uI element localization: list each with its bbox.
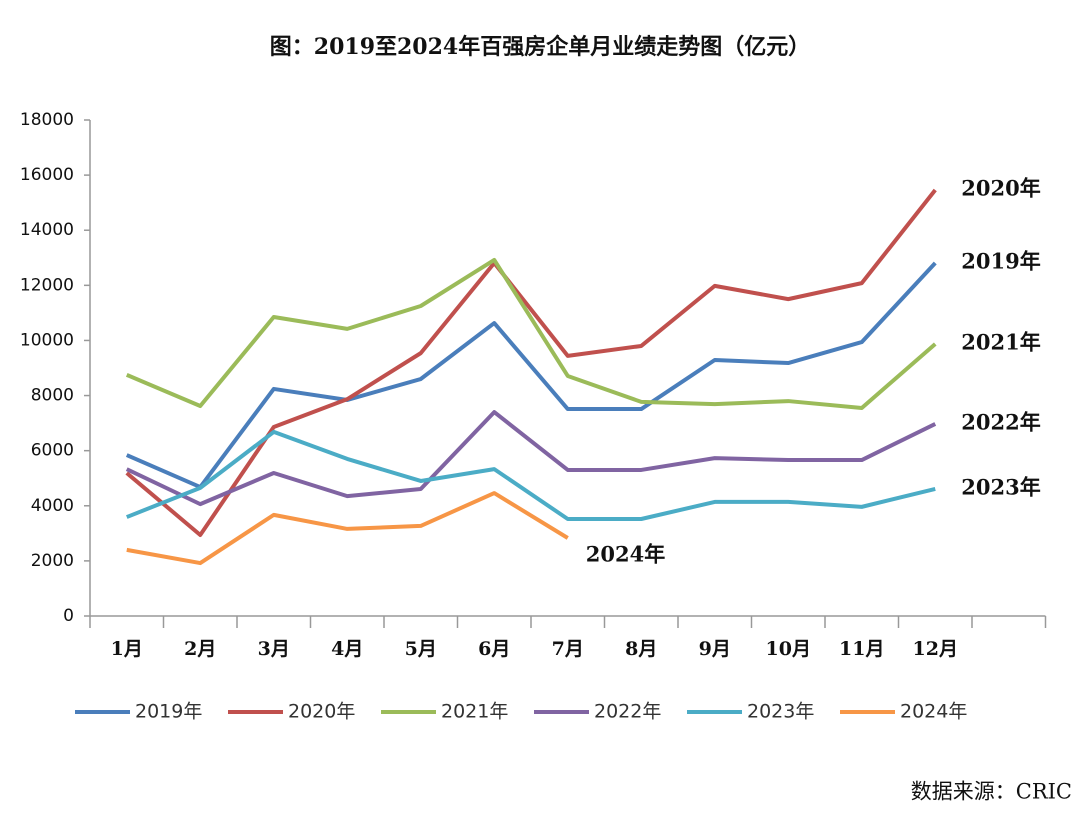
legend-label: 2021年 [441, 701, 508, 723]
x-tick-label: 6月 [478, 638, 510, 660]
x-tick-label: 4月 [331, 638, 363, 660]
chart-title: 图：2019至2024年百强房企单月业绩走势图（亿元） [270, 34, 810, 60]
series-line [125, 257, 937, 410]
x-tick-label: 2月 [184, 638, 216, 660]
y-tick-label: 14000 [20, 220, 74, 240]
series-line [125, 261, 937, 490]
y-tick-label: 0 [63, 606, 74, 626]
y-tick-label: 18000 [20, 110, 74, 130]
x-tick-label: 7月 [552, 638, 584, 660]
legend-label: 2019年 [135, 701, 202, 723]
y-tick-label: 16000 [20, 165, 74, 185]
x-tick-label: 12月 [913, 638, 958, 660]
x-tick-label: 3月 [258, 638, 290, 660]
x-tick-label: 10月 [766, 638, 811, 660]
y-tick-label: 8000 [31, 386, 74, 406]
end-label: 2024年 [586, 542, 665, 567]
legend-label: 2022年 [594, 701, 661, 723]
y-tick-label: 10000 [20, 330, 74, 350]
end-label: 2020年 [961, 175, 1040, 200]
legend-label: 2024年 [900, 701, 967, 723]
series-line [125, 188, 937, 537]
legend-label: 2023年 [747, 701, 814, 723]
series-line [126, 429, 936, 522]
end-label: 2023年 [961, 474, 1040, 499]
x-tick-label: 9月 [699, 638, 731, 660]
y-tick-label: 2000 [31, 551, 74, 571]
end-label: 2022年 [961, 409, 1040, 434]
source: 数据来源：CRIC [911, 780, 1072, 804]
x-tick-label: 5月 [405, 638, 437, 660]
x-tick-label: 11月 [839, 638, 884, 660]
y-tick-label: 12000 [20, 275, 74, 295]
legend-label: 2020年 [288, 701, 355, 723]
end-label: 2021年 [961, 330, 1040, 355]
y-tick-label: 6000 [31, 441, 74, 461]
end-label: 2019年 [961, 249, 1040, 274]
series-line [126, 491, 569, 566]
x-tick-label: 1月 [111, 638, 143, 660]
y-tick-label: 4000 [31, 496, 74, 516]
series-line [125, 410, 937, 507]
x-tick-label: 8月 [625, 638, 657, 660]
